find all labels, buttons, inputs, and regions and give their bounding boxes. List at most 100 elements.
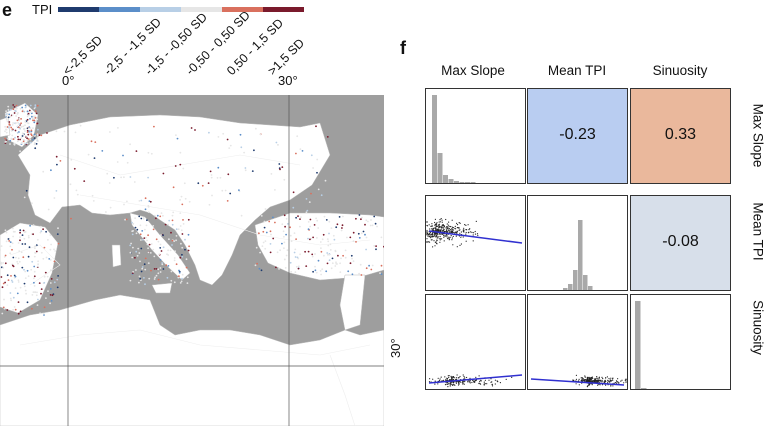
scatter-point	[435, 223, 437, 225]
tpi-dot	[55, 130, 58, 133]
tpi-dot	[262, 230, 265, 233]
scatter-point	[618, 382, 620, 384]
tpi-dot	[47, 208, 50, 211]
tpi-dot	[148, 243, 151, 246]
tpi-dot	[2, 262, 4, 264]
scatter-point	[426, 221, 428, 223]
legend-swatch	[222, 7, 263, 12]
scatter-point	[483, 383, 485, 385]
tpi-dot	[32, 133, 35, 136]
scatter-point	[587, 380, 589, 382]
regression-line	[530, 378, 625, 386]
histogram-bar	[465, 182, 470, 183]
tpi-dot	[328, 253, 331, 256]
tpi-dot	[375, 248, 377, 251]
tpi-dot	[40, 134, 43, 137]
scatter-point	[455, 382, 457, 384]
scatter-point	[601, 381, 603, 383]
scatter-point	[469, 380, 471, 382]
tpi-dot	[160, 212, 163, 214]
tpi-dot	[179, 256, 182, 259]
tpi-dot	[153, 214, 156, 217]
tpi-dot	[34, 120, 37, 122]
tpi-dot	[135, 150, 138, 152]
scatter-point	[437, 229, 439, 231]
scatter-point	[443, 379, 445, 381]
tpi-dot	[76, 193, 79, 196]
tpi-dot	[5, 110, 7, 112]
tpi-dot	[18, 126, 20, 129]
scatter-point	[458, 227, 460, 229]
tpi-dot	[40, 225, 42, 228]
tpi-dot	[26, 110, 29, 113]
tpi-dot	[18, 117, 21, 120]
scatter-point	[434, 380, 436, 382]
scatter-point	[603, 381, 605, 384]
tpi-dot	[0, 276, 3, 278]
tpi-dot	[141, 266, 144, 268]
tpi-dot	[42, 228, 44, 231]
scatter-point	[587, 377, 589, 379]
tpi-dot	[10, 108, 12, 111]
tpi-dot	[146, 239, 148, 242]
tpi-dot	[134, 217, 137, 220]
legend-swatch	[263, 7, 304, 12]
scatter-point	[456, 230, 458, 232]
scatter-point	[435, 229, 437, 231]
tpi-dot	[6, 120, 9, 123]
scatter-point	[581, 380, 583, 382]
tpi-dot	[349, 262, 352, 265]
scatter-point	[612, 378, 614, 380]
tpi-dot	[32, 224, 35, 227]
scatter-sinuosity-vs-mean-tpi-svg	[530, 374, 627, 388]
tpi-dot	[175, 239, 178, 242]
tpi-dot	[14, 308, 17, 311]
scatter-point	[445, 230, 447, 233]
scatter-point	[592, 380, 594, 382]
tpi-dot	[375, 245, 377, 248]
tpi-dot	[347, 270, 350, 273]
tpi-dot	[251, 170, 254, 172]
tpi-dot	[299, 225, 301, 228]
tpi-dot	[256, 262, 258, 265]
tpi-dot	[340, 229, 343, 232]
scatter-point	[429, 234, 431, 236]
tpi-dot	[33, 143, 36, 146]
tpi-dot	[35, 294, 38, 297]
tpi-dot	[20, 137, 23, 139]
tpi-dot	[350, 254, 353, 257]
scatter-point	[476, 233, 479, 235]
tpi-dot	[50, 300, 53, 302]
tpi-dot	[269, 251, 272, 254]
tpi-dot	[310, 192, 312, 195]
legend-title: TPI	[32, 2, 53, 17]
tpi-dot	[26, 139, 29, 142]
scatter-point	[440, 218, 442, 220]
tpi-dot	[28, 131, 31, 134]
scatter-point	[459, 244, 461, 246]
tpi-dot	[33, 107, 36, 110]
tpi-dot	[35, 250, 38, 253]
tpi-dot	[351, 273, 354, 276]
scatter-point	[437, 383, 439, 385]
scatter-point	[455, 381, 458, 383]
tpi-dot	[10, 299, 13, 302]
tpi-dot	[0, 261, 3, 264]
scatter-point	[428, 236, 430, 238]
scatter-point	[439, 241, 441, 243]
tpi-dot	[147, 211, 150, 213]
tpi-dot	[331, 262, 334, 265]
scatter-point	[459, 232, 461, 234]
tpi-dot	[20, 251, 23, 254]
scatter-point	[600, 380, 602, 382]
tpi-dot	[45, 297, 47, 299]
tpi-dot	[155, 217, 157, 220]
tpi-dot	[294, 271, 297, 273]
tpi-dot	[7, 108, 10, 111]
tpi-dot	[135, 232, 138, 235]
tpi-dot	[17, 312, 20, 315]
tpi-dot	[123, 176, 125, 179]
tpi-dot	[144, 257, 147, 260]
tpi-dot	[36, 304, 39, 306]
scatter-point	[444, 235, 446, 237]
